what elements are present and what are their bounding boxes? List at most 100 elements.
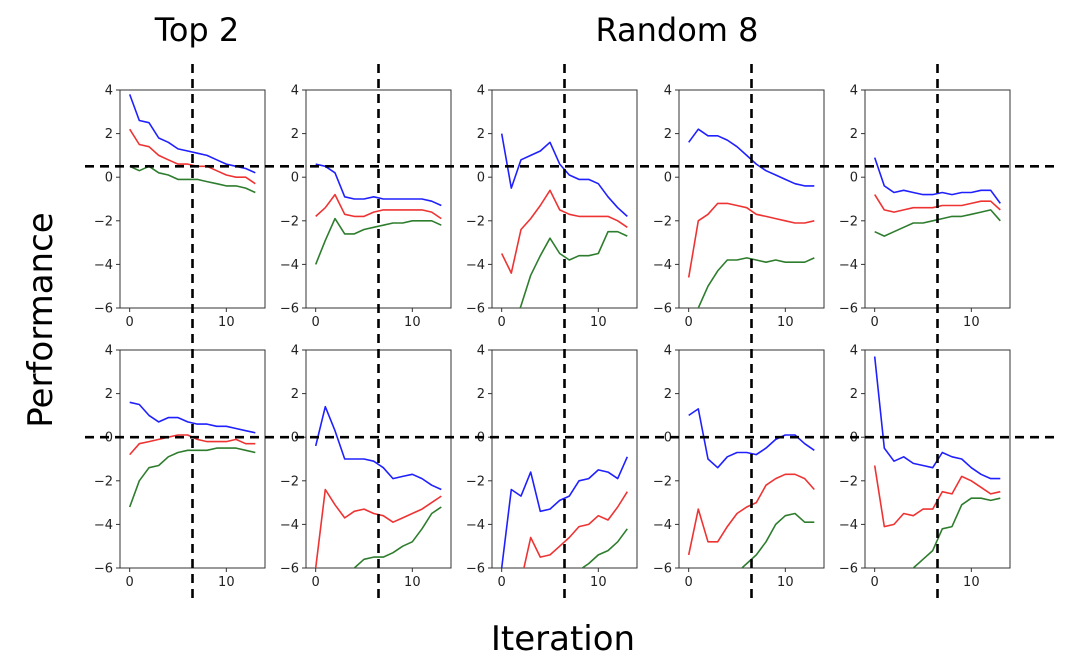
y-tick-label: −6 <box>94 562 113 577</box>
x-tick-label: 0 <box>498 575 506 590</box>
series-line-blue <box>500 456 629 568</box>
x-tick-label: 10 <box>404 315 421 330</box>
y-tick-label: 4 <box>477 84 485 99</box>
y-tick-label: 0 <box>664 171 672 186</box>
y-tick-label: −4 <box>653 518 672 533</box>
x-tick-label: 10 <box>590 575 607 590</box>
series-line-red <box>500 189 628 274</box>
x-tick-label: 10 <box>963 575 980 590</box>
series-line-green <box>314 217 442 265</box>
panel-0-4: 4 2 0 −2 −4 −6 0 10 <box>839 84 1011 330</box>
y-tick-label: −6 <box>653 302 672 317</box>
y-tick-label: 2 <box>850 127 858 142</box>
y-tick-label: 4 <box>291 344 299 359</box>
y-tick-label: 0 <box>291 431 299 446</box>
x-tick-label: 0 <box>871 575 879 590</box>
y-tick-label: −2 <box>466 474 485 489</box>
series-group <box>500 456 629 568</box>
y-tick-label: 2 <box>477 387 485 402</box>
x-tick-label: 10 <box>218 575 235 590</box>
y-tick-label: −2 <box>280 474 299 489</box>
series-line-red <box>523 491 628 568</box>
x-tick-label: 0 <box>871 315 879 330</box>
panel-0-0: 4 2 0 −2 −4 −6 0 10 <box>94 84 266 330</box>
x-tick-label: 0 <box>498 315 506 330</box>
y-tick-label: −6 <box>280 302 299 317</box>
y-tick-label: −6 <box>839 562 858 577</box>
y-tick-label: 2 <box>291 387 299 402</box>
y-tick-label: −2 <box>839 474 858 489</box>
series-line-green <box>128 447 256 508</box>
y-tick-label: −6 <box>466 302 485 317</box>
y-tick-label: 4 <box>664 84 672 99</box>
y-tick-label: 0 <box>664 431 672 446</box>
y-tick-label: −2 <box>466 214 485 229</box>
y-tick-label: −4 <box>466 518 485 533</box>
x-tick-label: 0 <box>685 315 693 330</box>
y-tick-label: −4 <box>94 258 113 273</box>
y-tick-label: 4 <box>850 84 858 99</box>
panel-0-3: 4 2 0 −2 −4 −6 0 10 <box>653 84 825 330</box>
y-tick-label: −4 <box>839 518 858 533</box>
panel-0-2: 4 2 0 −2 −4 −6 0 10 <box>466 84 638 330</box>
series-line-red <box>687 202 815 278</box>
y-tick-label: −4 <box>839 258 858 273</box>
series-line-green <box>519 230 628 308</box>
y-tick-label: −2 <box>653 214 672 229</box>
series-group <box>314 163 442 265</box>
y-tick-label: 2 <box>664 127 672 142</box>
series-line-blue <box>873 157 1001 204</box>
series-line-blue <box>128 94 256 174</box>
series-line-blue <box>314 405 442 491</box>
y-tick-label: −2 <box>94 474 113 489</box>
y-tick-label: 0 <box>105 171 113 186</box>
series-line-green <box>697 257 815 308</box>
x-tick-label: 10 <box>404 575 421 590</box>
series-line-green <box>911 497 1001 568</box>
y-tick-label: 0 <box>477 171 485 186</box>
x-tick-label: 0 <box>126 575 134 590</box>
series-line-blue <box>129 401 256 434</box>
y-tick-label: 4 <box>850 344 858 359</box>
panel-0-1: 4 2 0 −2 −4 −6 0 10 <box>280 84 452 330</box>
x-tick-label: 10 <box>777 315 794 330</box>
x-tick-label: 10 <box>963 315 980 330</box>
y-tick-label: −6 <box>839 302 858 317</box>
y-tick-label: 2 <box>291 127 299 142</box>
y-tick-label: 0 <box>291 171 299 186</box>
y-tick-label: 2 <box>105 127 113 142</box>
panel-1-1: 4 2 0 −2 −4 −6 0 10 <box>280 344 452 590</box>
y-tick-label: 0 <box>850 171 858 186</box>
y-tick-label: −2 <box>839 214 858 229</box>
series-line-blue <box>688 408 815 469</box>
group-title-top: Top 2 <box>154 11 240 49</box>
y-tick-label: −6 <box>653 562 672 577</box>
y-tick-label: 2 <box>477 127 485 142</box>
x-tick-label: 0 <box>126 315 134 330</box>
x-tick-label: 0 <box>685 575 693 590</box>
y-tick-label: −4 <box>280 518 299 533</box>
y-tick-label: 4 <box>477 344 485 359</box>
y-tick-label: −6 <box>466 562 485 577</box>
y-tick-label: 2 <box>664 387 672 402</box>
y-tick-label: 4 <box>105 344 113 359</box>
y-tick-label: 4 <box>291 84 299 99</box>
x-tick-label: 10 <box>218 315 235 330</box>
y-tick-label: −4 <box>466 258 485 273</box>
y-tick-label: −6 <box>280 562 299 577</box>
x-tick-label: 0 <box>312 575 320 590</box>
x-tick-label: 10 <box>590 315 607 330</box>
y-tick-label: −6 <box>94 302 113 317</box>
y-tick-label: 4 <box>105 84 113 99</box>
y-tick-label: −4 <box>653 258 672 273</box>
x-tick-label: 0 <box>312 315 320 330</box>
y-tick-label: −2 <box>653 474 672 489</box>
group-title-random: Random 8 <box>595 11 758 49</box>
series-line-red <box>315 193 442 220</box>
y-axis-label: Performance <box>21 212 61 427</box>
